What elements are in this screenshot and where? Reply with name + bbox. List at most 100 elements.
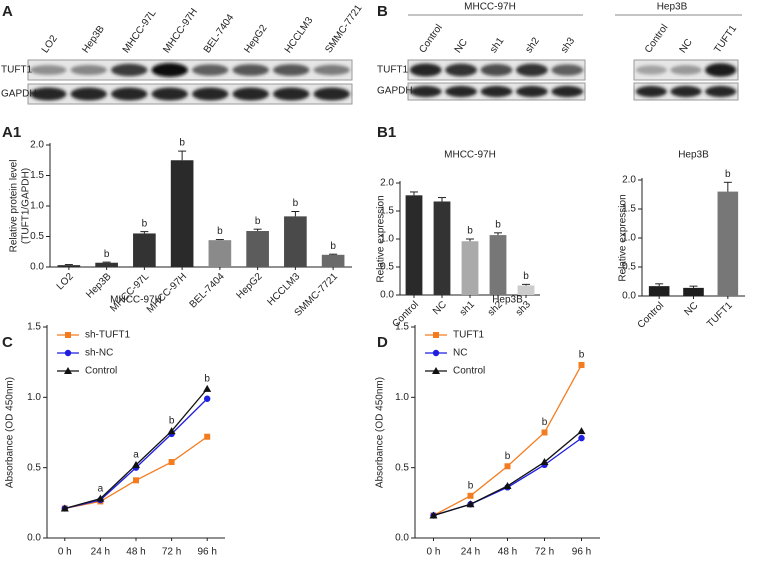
blot-band [670, 65, 702, 75]
panel-label: A [2, 3, 13, 20]
error-bar [522, 283, 530, 286]
chart: D Hep3B Absorbance (OD 450nm) 0.0 0.5 1.0 1.5 0… [375, 295, 600, 558]
x-tick-label: 0 h [427, 547, 441, 558]
y-axis-label: Absorbance (OD 450nm) [5, 377, 16, 488]
blot-band [445, 85, 478, 98]
marker [578, 434, 585, 442]
blot-band [232, 87, 269, 101]
error-bar [178, 150, 187, 161]
marker [168, 459, 175, 466]
significance-label: b [330, 241, 336, 252]
error-bar [140, 231, 149, 234]
bar [284, 216, 307, 267]
error-bar [253, 228, 262, 232]
group-title: Hep3B [657, 2, 688, 13]
marker [578, 361, 585, 368]
marker [432, 349, 440, 357]
x-tick-label: 48 h [498, 547, 517, 558]
legend-label: sh-TUFT1 [85, 330, 130, 341]
x-tick-label: HCCLM3 [266, 271, 303, 308]
lane-label: SMMC-7721 [323, 3, 364, 56]
marker [96, 494, 105, 502]
blot-band [111, 87, 148, 101]
marker [540, 458, 549, 466]
row-label: TUFT1 [1, 65, 33, 76]
y-tick-label: 0.5 [30, 231, 44, 242]
blot-band [151, 87, 188, 101]
panel-label: C [2, 334, 13, 351]
marker [65, 332, 71, 338]
y-tick-label: 0.0 [395, 533, 409, 544]
chart-title: MHCC-97H [110, 295, 162, 306]
y-tick-label: 0.5 [395, 462, 409, 473]
lane-label: HCCLM3 [283, 15, 316, 55]
bar [246, 231, 269, 267]
significance-label: b [468, 480, 474, 491]
bar [321, 254, 345, 267]
y-tick-label: 0.5 [380, 262, 394, 273]
blot-band [670, 85, 702, 98]
bar [517, 285, 535, 295]
blot-band [551, 64, 584, 76]
y-axis-label: (TUFT1/GAPDH) [21, 168, 32, 244]
marker [467, 492, 474, 499]
bar [489, 235, 507, 295]
significance-label: a [98, 483, 104, 494]
y-axis-label: Absorbance (OD 450nm) [375, 377, 386, 488]
y-tick-label: 0.5 [622, 262, 636, 273]
blot-band [635, 85, 667, 98]
lane-label: MHCC-97L [121, 8, 159, 56]
x-tick-label: BEL-7404 [188, 271, 228, 311]
y-tick-label: 1.5 [30, 170, 44, 181]
y-tick-label: 1.0 [380, 234, 394, 245]
x-tick-label: 72 h [535, 547, 554, 558]
blot-band [313, 87, 350, 101]
marker [577, 427, 586, 435]
lane-label: HepG2 [242, 23, 269, 56]
x-tick-label: NC [682, 300, 700, 318]
marker [432, 367, 440, 374]
y-axis-label: Relative expression [618, 194, 629, 281]
x-tick-label: 96 h [197, 547, 216, 558]
legend-label: sh-NC [85, 348, 113, 359]
blot-band [515, 85, 548, 98]
lane-label: LO2 [40, 33, 60, 55]
panel-label: A1 [2, 124, 21, 141]
error-bar [329, 253, 338, 255]
marker [64, 349, 72, 357]
blot-band [70, 64, 107, 76]
chart: A1 Relative protein level (TUFT1/GAPDH) 0.0… [2, 124, 352, 319]
marker [133, 477, 139, 484]
y-axis-label: Relative protein level [9, 160, 20, 253]
blot-band [273, 87, 310, 101]
marker [433, 332, 439, 338]
lane-label: Hep3B [80, 24, 107, 56]
x-tick-label: MHCC-97H [145, 271, 189, 315]
marker [504, 463, 511, 470]
significance-label: b [142, 218, 148, 229]
x-tick-label: 0 h [58, 547, 72, 558]
marker [541, 429, 548, 436]
error-bar [64, 264, 73, 266]
marker [503, 481, 512, 489]
blot-band [192, 87, 229, 101]
lane-label: TUFT1 [712, 23, 739, 55]
panel-label: B [377, 3, 388, 20]
bar [648, 286, 670, 296]
y-tick-label: 1.5 [622, 204, 636, 215]
blot-band [313, 64, 350, 76]
error-bar [689, 285, 698, 288]
marker [204, 433, 211, 440]
panel-label: D [377, 334, 388, 351]
significance-label: b [255, 216, 261, 227]
y-tick-label: 1.5 [395, 322, 409, 333]
error-bar [410, 191, 418, 196]
blot-band [30, 65, 67, 75]
significance-label: b [169, 416, 175, 427]
blot-band [192, 64, 229, 76]
y-tick-label: 1.5 [380, 206, 394, 217]
bar [133, 233, 156, 267]
error-bar [215, 239, 224, 241]
marker [167, 427, 176, 435]
x-tick-label: HepG2 [234, 271, 264, 301]
